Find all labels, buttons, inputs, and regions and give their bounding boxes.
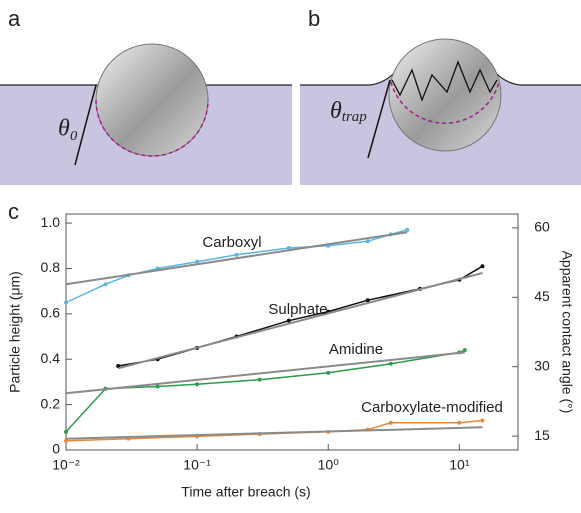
y2-tick-label: 30 [534,357,550,373]
y2-tick-label: 45 [534,288,550,304]
series-name: Amidine [329,341,383,358]
series-name: Sulphate [268,301,327,318]
data-point [365,239,370,244]
x-tick-label: 10¹ [449,457,470,473]
y2-tick-label: 60 [534,219,550,235]
y-tick-label: 0.4 [41,350,61,366]
data-point [64,438,68,443]
contact-arc [95,99,209,157]
data-point [388,361,393,366]
angle-label: θtrap [330,98,367,126]
y-tick-label: 0 [52,441,60,457]
fit-line [65,231,408,286]
plot-frame [65,213,519,451]
data-point [257,377,262,382]
y-tick-label: 1.0 [41,214,61,230]
y-tick-label: 0.2 [41,395,61,411]
data-point [286,246,291,251]
tangent [74,84,97,166]
y2-axis-label: Apparent contact angle (°) [559,251,575,414]
data-point [326,370,331,375]
y-tick-label: 0.6 [41,305,61,321]
data-point [457,420,462,425]
data-point [64,300,68,305]
data-point [103,282,108,287]
x-tick-label: 10⁻² [52,457,80,473]
data-point [405,227,410,232]
fit-line [65,426,483,440]
x-tick-label: 10⁰ [318,457,340,473]
data-point [195,382,200,387]
data-point [155,384,160,389]
fit-line [117,272,483,370]
series-line [65,349,466,433]
data-point [195,259,200,264]
panel-label: c [8,199,19,224]
angle-symbol: θ [330,98,342,124]
x-tick-label: 10⁻¹ [183,457,211,473]
data-point [286,318,291,323]
data-point [64,429,68,434]
series-name: Carboxylate-modified [361,399,503,416]
series-name: Carboxyl [202,234,261,251]
pinned-contact-line [391,60,498,102]
contact-arc [390,81,500,124]
data-point [365,298,370,303]
panel-label: b [308,6,320,31]
particle [388,38,502,152]
data-point [480,264,485,269]
angle-subscript: trap [342,109,368,125]
x-axis-label: Time after breach (s) [181,484,310,500]
panel-label: a [8,6,21,31]
angle-label: θ₀ [58,116,78,142]
y-tick-label: 0.8 [41,259,61,275]
data-point [388,420,393,425]
data-point [480,418,485,423]
y-axis-label: Particle height (μm) [7,271,23,393]
fit-line [65,351,465,395]
data-point [234,252,239,257]
y2-tick-label: 15 [534,427,550,443]
data-point [462,348,467,353]
tangent [367,79,391,159]
